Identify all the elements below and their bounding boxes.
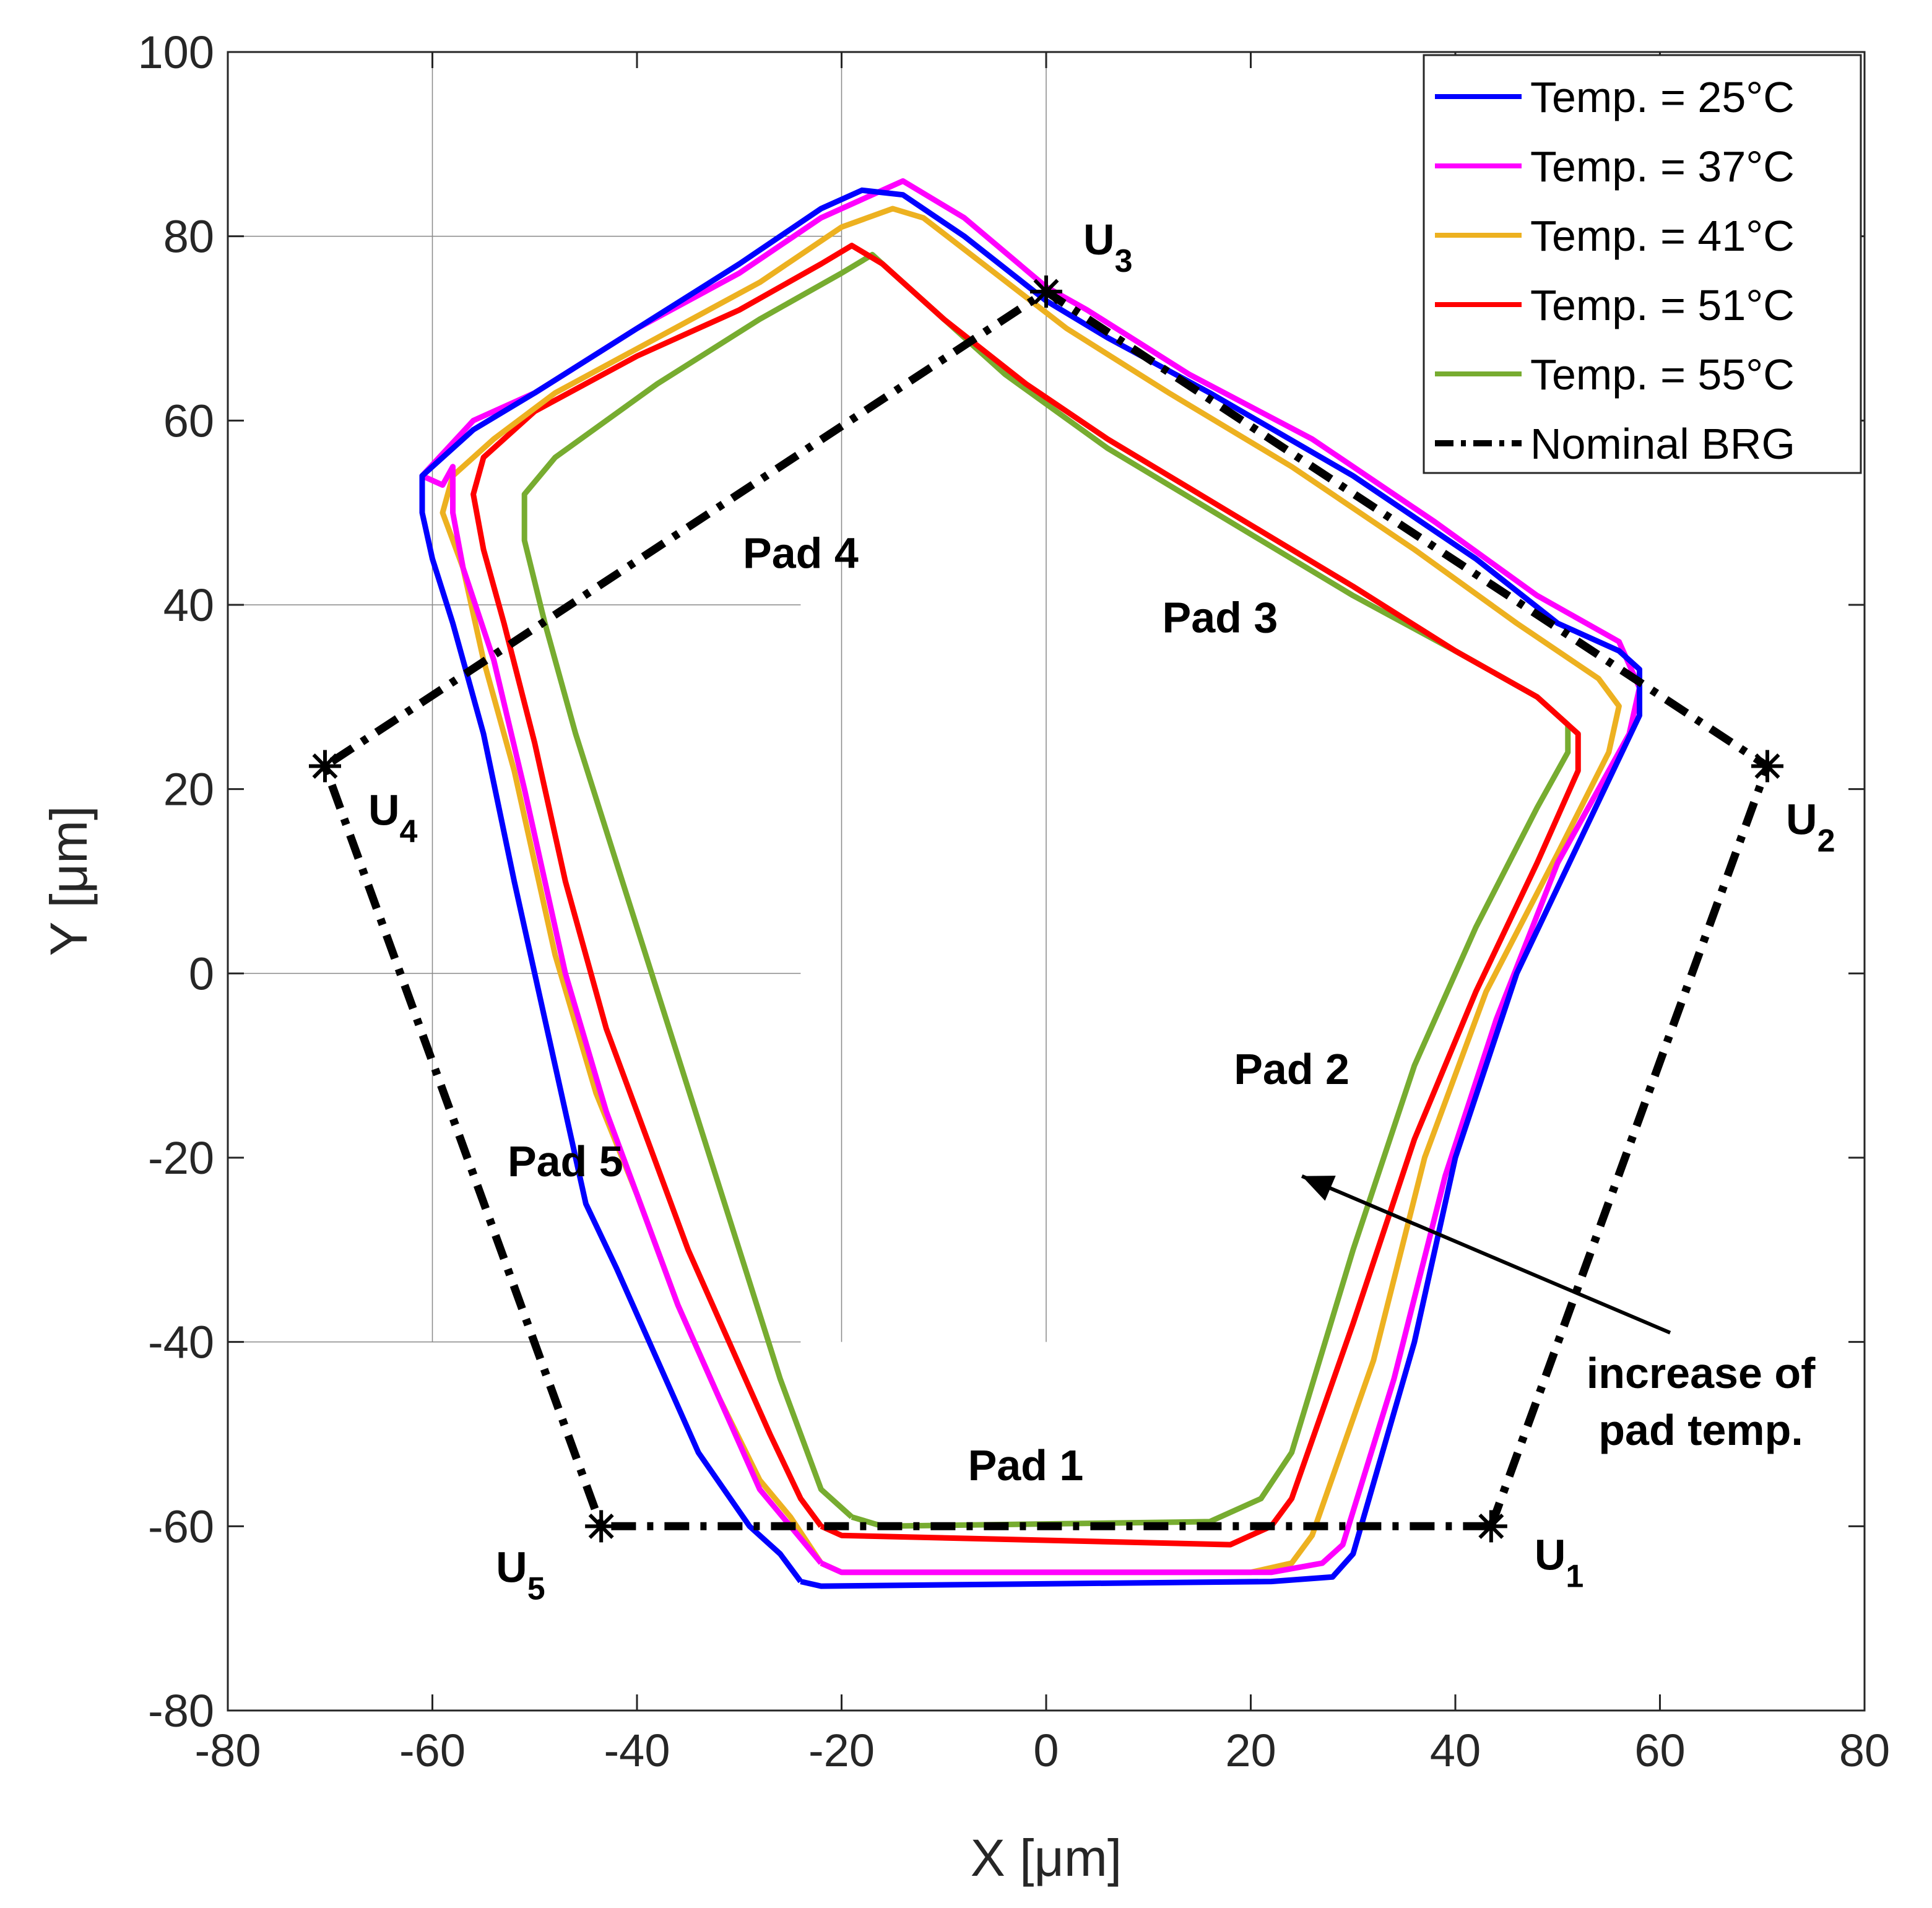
ticks: -80 -60 -40 -20 0 20 40 60 80 -80 -60 -40 -20 0 20 40 60… bbox=[138, 27, 1891, 1776]
y-tick-label: -40 bbox=[148, 1317, 214, 1368]
pad-label-4: Pad 4 bbox=[743, 529, 859, 577]
legend: Temp. = 25°C Temp. = 37°C Temp. = 41°C Temp… bbox=[1423, 54, 1862, 474]
star-stroke bbox=[1033, 279, 1059, 305]
x-tick-label: 40 bbox=[1430, 1725, 1481, 1776]
vertex-marker-U5 bbox=[585, 1510, 618, 1543]
vertex-label-sub: 1 bbox=[1566, 1558, 1583, 1594]
grid bbox=[228, 52, 1047, 1343]
vertex-marker-U1 bbox=[1475, 1510, 1507, 1543]
vertex-marker-U3 bbox=[1030, 275, 1062, 308]
annotation-text: pad temp. bbox=[1598, 1406, 1803, 1454]
x-tick-label: -80 bbox=[195, 1725, 261, 1776]
legend-label-3: Temp. = 41°C bbox=[1530, 212, 1795, 260]
vertex-label-sub: 2 bbox=[1817, 823, 1835, 859]
annotation-labels: Pad 1 Pad 2 Pad 3 Pad 4 Pad 5 increase of pad … bbox=[508, 529, 1816, 1489]
annotation-text: increase of bbox=[1587, 1349, 1816, 1397]
series-line-1 bbox=[419, 187, 1642, 1589]
y-tick-label: 40 bbox=[163, 579, 214, 631]
legend-box bbox=[1423, 54, 1862, 474]
x-tick-label: 80 bbox=[1839, 1725, 1890, 1776]
y-tick-label: 80 bbox=[163, 211, 214, 262]
star-stroke bbox=[588, 1513, 614, 1539]
y-tick-label: 0 bbox=[189, 948, 214, 999]
y-tick-label: -80 bbox=[148, 1685, 214, 1737]
series-line-4 bbox=[470, 243, 1581, 1548]
x-tick-label: 0 bbox=[1033, 1725, 1059, 1776]
legend-label-2: Temp. = 37°C bbox=[1530, 142, 1795, 191]
x-axis-label: X [μm] bbox=[971, 1829, 1122, 1887]
legend-label-1: Temp. = 25°C bbox=[1530, 73, 1795, 121]
pad-label-5: Pad 5 bbox=[508, 1137, 623, 1186]
legend-label-4: Temp. = 51°C bbox=[1530, 281, 1795, 329]
series-line-2 bbox=[419, 178, 1642, 1576]
y-tick-label: 60 bbox=[163, 395, 214, 446]
vertex-label-sub: 4 bbox=[400, 813, 418, 849]
series-line-3 bbox=[440, 206, 1622, 1576]
vertex-label-sub: 3 bbox=[1115, 243, 1133, 279]
legend-label-6: Nominal BRG bbox=[1530, 420, 1795, 468]
x-tick-label: 60 bbox=[1634, 1725, 1685, 1776]
vertex-marker-U2 bbox=[1751, 750, 1784, 783]
star-stroke bbox=[1754, 753, 1780, 779]
pad-label-2: Pad 2 bbox=[1234, 1045, 1349, 1093]
star-stroke bbox=[312, 753, 338, 779]
x-tick-label: -20 bbox=[808, 1725, 875, 1776]
annotation-arrow bbox=[1301, 1174, 1671, 1335]
y-tick-label: -20 bbox=[148, 1132, 214, 1184]
x-tick-label: -40 bbox=[604, 1725, 670, 1776]
legend-label-5: Temp. = 55°C bbox=[1530, 350, 1795, 399]
y-tick-label: -60 bbox=[148, 1501, 214, 1552]
y-axis-label: Y [μm] bbox=[40, 806, 98, 956]
star-stroke bbox=[1478, 1513, 1504, 1539]
y-tick-label: 100 bbox=[138, 27, 214, 78]
vertex-marker-U4 bbox=[308, 750, 341, 783]
pad-label-3: Pad 3 bbox=[1163, 594, 1278, 642]
vertex-label-sub: 5 bbox=[527, 1571, 545, 1607]
series-group bbox=[321, 178, 1772, 1589]
x-tick-label: -60 bbox=[399, 1725, 466, 1776]
y-tick-label: 20 bbox=[163, 764, 214, 815]
pad-label-1: Pad 1 bbox=[968, 1441, 1084, 1490]
annotation-arrowhead bbox=[1302, 1176, 1336, 1201]
x-tick-label: 20 bbox=[1225, 1725, 1276, 1776]
